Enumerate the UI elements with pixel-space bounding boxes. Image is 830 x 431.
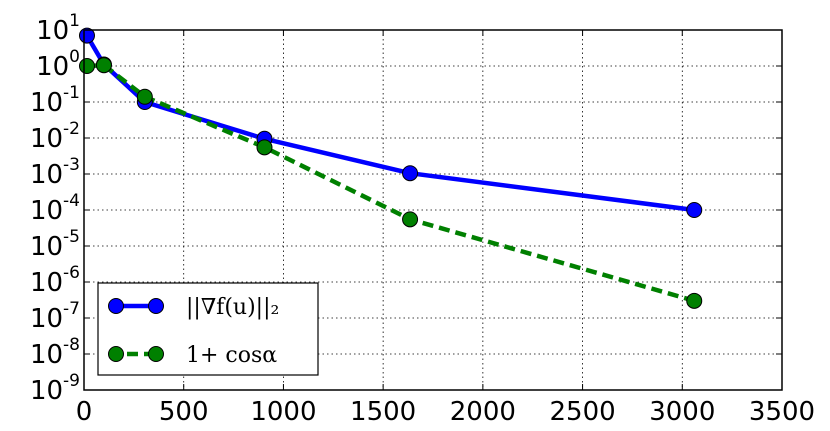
y-tick-label: 10-8 — [30, 335, 80, 370]
legend-label-0: ||∇f(u)||₂ — [186, 295, 279, 320]
x-tick-label: 1000 — [250, 397, 316, 427]
series-line-1 — [86, 62, 695, 303]
series-1-point — [136, 88, 153, 105]
y-tick-label: 101 — [36, 11, 80, 46]
y-tick-label: 10-6 — [30, 263, 80, 298]
legend-box — [97, 282, 319, 376]
series-0-point — [686, 202, 703, 218]
series-1-point — [256, 139, 273, 156]
x-tick-label: 1500 — [350, 397, 416, 427]
series-1-point — [95, 57, 112, 74]
y-tick-label: 10-7 — [30, 299, 80, 334]
y-tick-label: 10-2 — [30, 119, 80, 154]
x-tick-label: 0 — [76, 397, 93, 427]
x-tick-label: 2000 — [450, 397, 516, 427]
y-tick-label: 100 — [36, 47, 80, 82]
legend-marker-0 — [148, 298, 164, 314]
x-tick-label: 500 — [159, 397, 209, 427]
series-0-point — [402, 165, 419, 182]
x-tick-label: 3000 — [649, 397, 715, 427]
legend-label-1: 1+ cosα — [186, 343, 277, 368]
y-tick-label: 10-4 — [30, 191, 80, 226]
y-tick-label: 10-9 — [30, 371, 80, 406]
x-tick-label: 2500 — [549, 397, 615, 427]
y-tick-label: 10-3 — [30, 155, 80, 190]
y-tick-label: 10-1 — [30, 83, 80, 118]
series-0-point — [78, 27, 95, 44]
series-1-point — [402, 211, 419, 228]
legend-marker-1 — [148, 346, 164, 362]
series-1-point — [686, 292, 703, 309]
series-layer — [78, 27, 703, 309]
y-axis-ticks: 10110010-110-210-310-410-510-610-710-810… — [30, 11, 782, 406]
series-1-point — [78, 58, 95, 74]
plot-frame — [83, 29, 783, 391]
x-axis-ticks: 0 500 1000 1500 2000 2500 3000 3500 — [76, 30, 815, 427]
legend-marker-1 — [108, 346, 124, 362]
y-tick-label: 10-5 — [30, 227, 80, 262]
x-tick-label: 3500 — [749, 397, 815, 427]
legend: ||∇f(u)||₂ 1+ cosα — [97, 282, 319, 376]
legend-marker-0 — [108, 298, 124, 314]
